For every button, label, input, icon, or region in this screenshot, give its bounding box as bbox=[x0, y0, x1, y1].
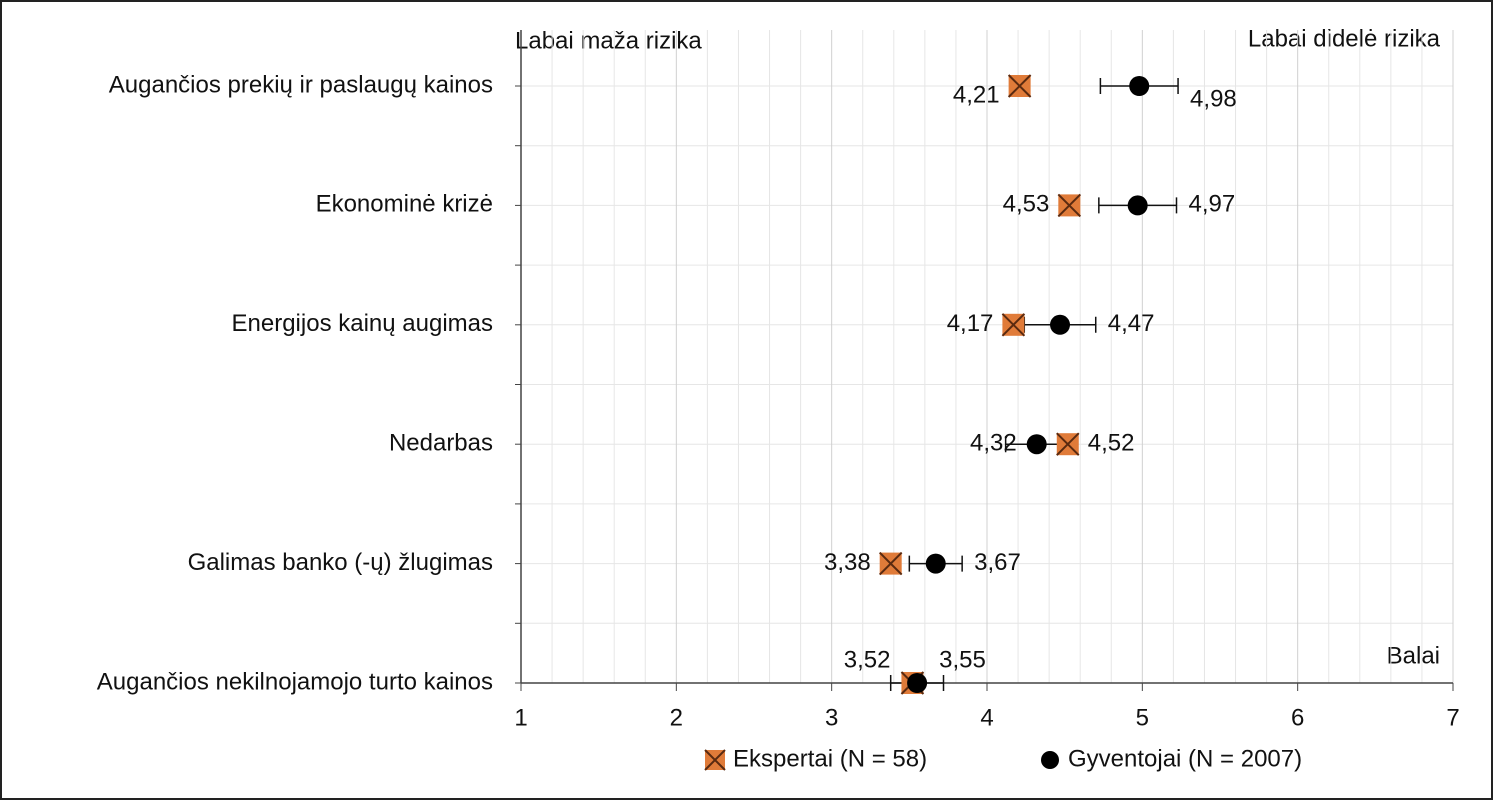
dot bbox=[1129, 76, 1150, 96]
high-risk-label: Labai didelė rizika bbox=[1248, 25, 1441, 52]
data-label: 3,55 bbox=[939, 646, 986, 673]
x-square bbox=[1057, 193, 1082, 218]
data-label: 3,38 bbox=[824, 549, 871, 576]
x-square-cross bbox=[1007, 74, 1032, 98]
category-label: Augančios nekilnojamojo turto kainos bbox=[97, 668, 493, 695]
low-risk-label: Labai maža rizika bbox=[515, 27, 702, 54]
dot bbox=[1050, 314, 1071, 335]
x-tick-label: 2 bbox=[670, 704, 683, 731]
data-label: 4,53 bbox=[1003, 191, 1050, 218]
x-square bbox=[1007, 74, 1032, 98]
x-square-cross bbox=[1056, 432, 1080, 456]
x-square bbox=[1001, 313, 1026, 337]
x-square bbox=[1056, 432, 1080, 456]
legend-cross bbox=[704, 749, 726, 771]
x-square-cross bbox=[878, 551, 903, 576]
category-label: Nedarbas bbox=[389, 430, 493, 457]
unit-label: Balai bbox=[1387, 642, 1440, 669]
x-tick-label: 6 bbox=[1291, 704, 1304, 731]
category-label: Ekonominė krizė bbox=[316, 191, 493, 218]
x-square-cross bbox=[1057, 193, 1082, 218]
legend-label: Ekspertai (N = 58) bbox=[733, 745, 927, 772]
legend-dot bbox=[1041, 751, 1059, 769]
x-tick-label: 3 bbox=[825, 704, 838, 731]
dot bbox=[925, 553, 946, 574]
dot bbox=[907, 673, 928, 693]
data-label: 4,52 bbox=[1088, 430, 1135, 457]
x-tick-label: 5 bbox=[1136, 704, 1149, 731]
x-tick-label: 4 bbox=[980, 704, 993, 731]
x-square bbox=[878, 551, 903, 576]
data-label: 4,21 bbox=[953, 81, 1000, 108]
x-tick-label: 7 bbox=[1446, 704, 1459, 731]
data-label: 4,47 bbox=[1108, 310, 1155, 337]
x-tick-label: 1 bbox=[514, 704, 527, 731]
data-label: 4,97 bbox=[1189, 191, 1236, 218]
data-label: 4,32 bbox=[970, 430, 1017, 457]
x-square-cross bbox=[1001, 313, 1026, 337]
category-label: Augančios prekių ir paslaugų kainos bbox=[109, 71, 493, 98]
data-label: 4,17 bbox=[947, 310, 994, 337]
data-label: 3,67 bbox=[974, 549, 1021, 576]
dot bbox=[1127, 195, 1148, 216]
category-label: Energijos kainų augimas bbox=[232, 310, 493, 337]
category-label: Galimas banko (-ų) žlugimas bbox=[188, 549, 493, 576]
legend-label: Gyventojai (N = 2007) bbox=[1068, 745, 1302, 772]
dot bbox=[1026, 434, 1047, 455]
data-label: 4,98 bbox=[1190, 85, 1237, 112]
data-label: 3,52 bbox=[844, 646, 891, 673]
